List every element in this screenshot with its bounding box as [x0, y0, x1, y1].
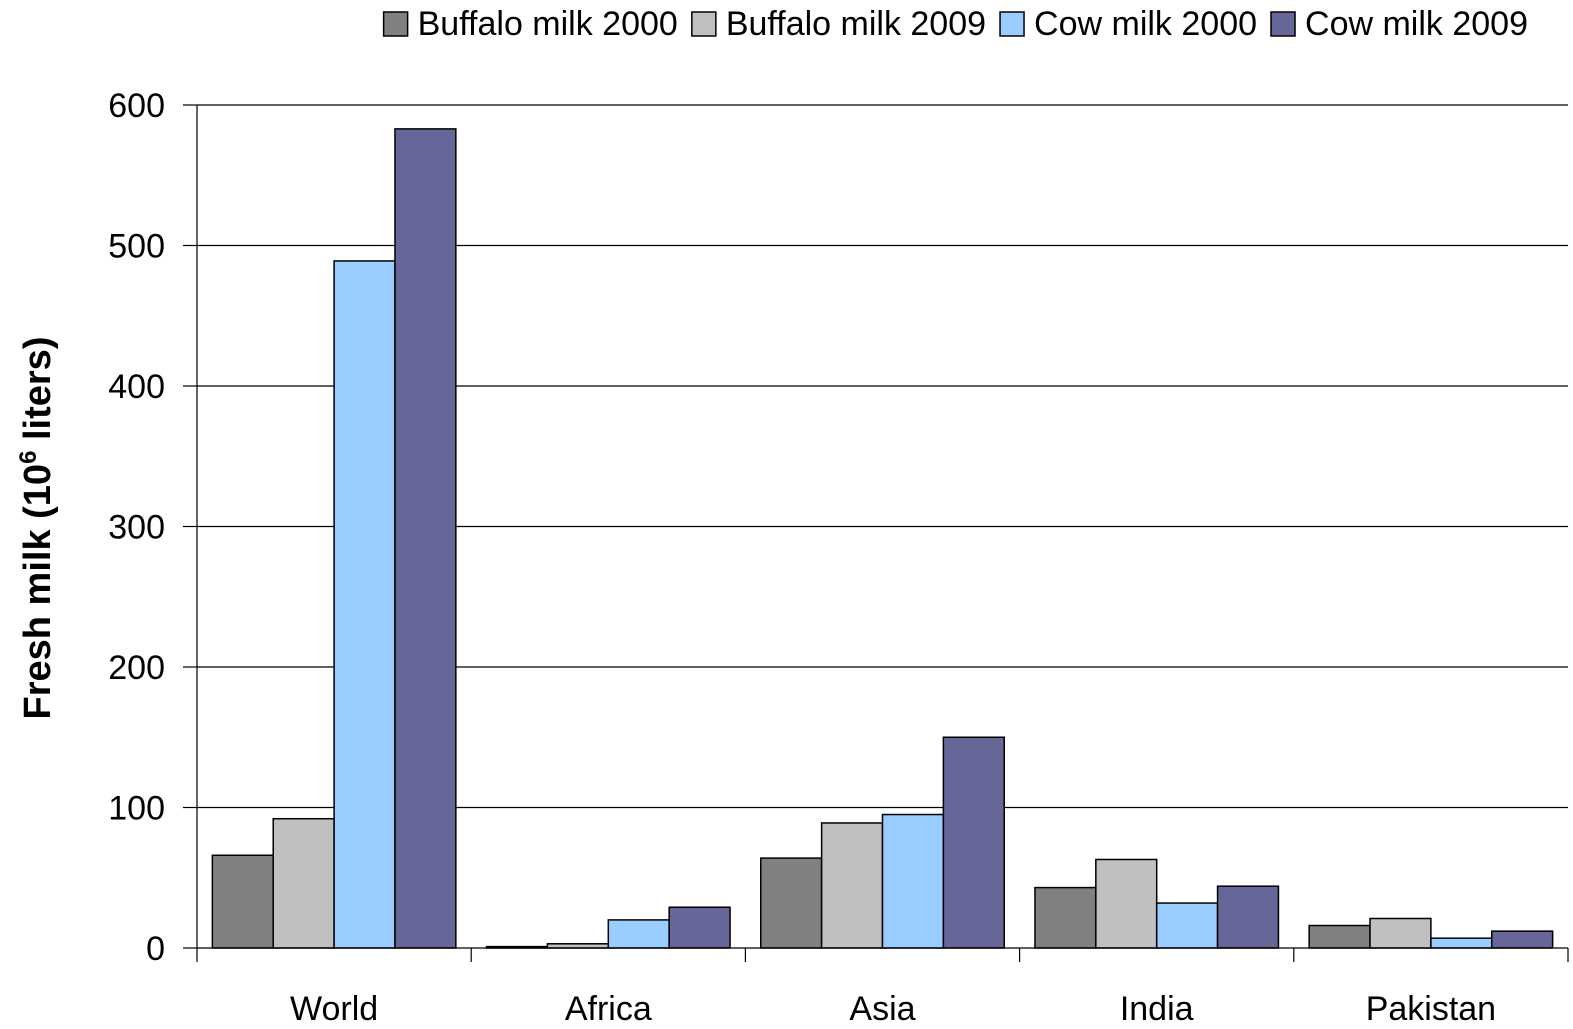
legend-label: Buffalo milk 2000	[418, 5, 678, 43]
legend-swatch	[1270, 11, 1296, 37]
y-axis-title: Fresh milk (106 liters)	[15, 337, 59, 720]
bar	[394, 128, 457, 949]
bar	[820, 822, 884, 949]
x-category-label: Pakistan	[1366, 990, 1496, 1028]
legend-label: Buffalo milk 2009	[726, 5, 986, 43]
y-axis-title-prefix: Fresh milk (10	[17, 464, 59, 720]
bar	[1369, 917, 1432, 949]
bar	[333, 260, 396, 949]
bar	[607, 919, 670, 949]
y-axis-title-suffix: liters)	[17, 337, 59, 451]
y-tick-label: 0	[146, 930, 165, 968]
y-tick-label: 600	[108, 87, 165, 125]
legend-swatch	[999, 11, 1025, 37]
bar	[1034, 886, 1097, 949]
y-tick-labels: 0 100 200 300 400 500 600	[108, 87, 165, 968]
x-category-label: India	[1120, 990, 1194, 1028]
bar	[760, 857, 823, 949]
legend-swatch	[691, 11, 717, 37]
bar	[668, 906, 731, 949]
bar	[1308, 924, 1371, 949]
x-category-label: Africa	[565, 990, 652, 1028]
legend-label: Cow milk 2009	[1305, 5, 1528, 43]
bar	[1430, 937, 1493, 949]
y-tick-label: 500	[108, 228, 165, 266]
legend: Buffalo milk 2000 Buffalo milk 2009 Cow mi…	[382, 5, 1528, 43]
x-category-label: Asia	[849, 990, 915, 1028]
bars	[211, 128, 1554, 949]
x-category-label: World	[290, 990, 378, 1028]
x-category-labels: World Africa Asia India Pakistan	[290, 990, 1496, 1028]
legend-swatch	[382, 11, 409, 37]
axes	[183, 104, 1569, 962]
bar	[272, 817, 335, 949]
y-tick-label: 200	[108, 649, 165, 687]
y-tick-label: 300	[108, 509, 165, 547]
y-tick-label: 100	[108, 790, 165, 828]
bar	[1095, 858, 1158, 949]
bar	[1491, 930, 1554, 949]
bar	[211, 854, 274, 949]
bar	[546, 943, 610, 949]
bar	[881, 813, 945, 949]
bar	[942, 736, 1005, 949]
bar	[1155, 902, 1219, 949]
bar	[1216, 885, 1280, 949]
y-tick-label: 400	[108, 368, 165, 406]
y-axis-title-superscript: 6	[15, 451, 42, 464]
legend-label: Cow milk 2000	[1034, 5, 1257, 43]
